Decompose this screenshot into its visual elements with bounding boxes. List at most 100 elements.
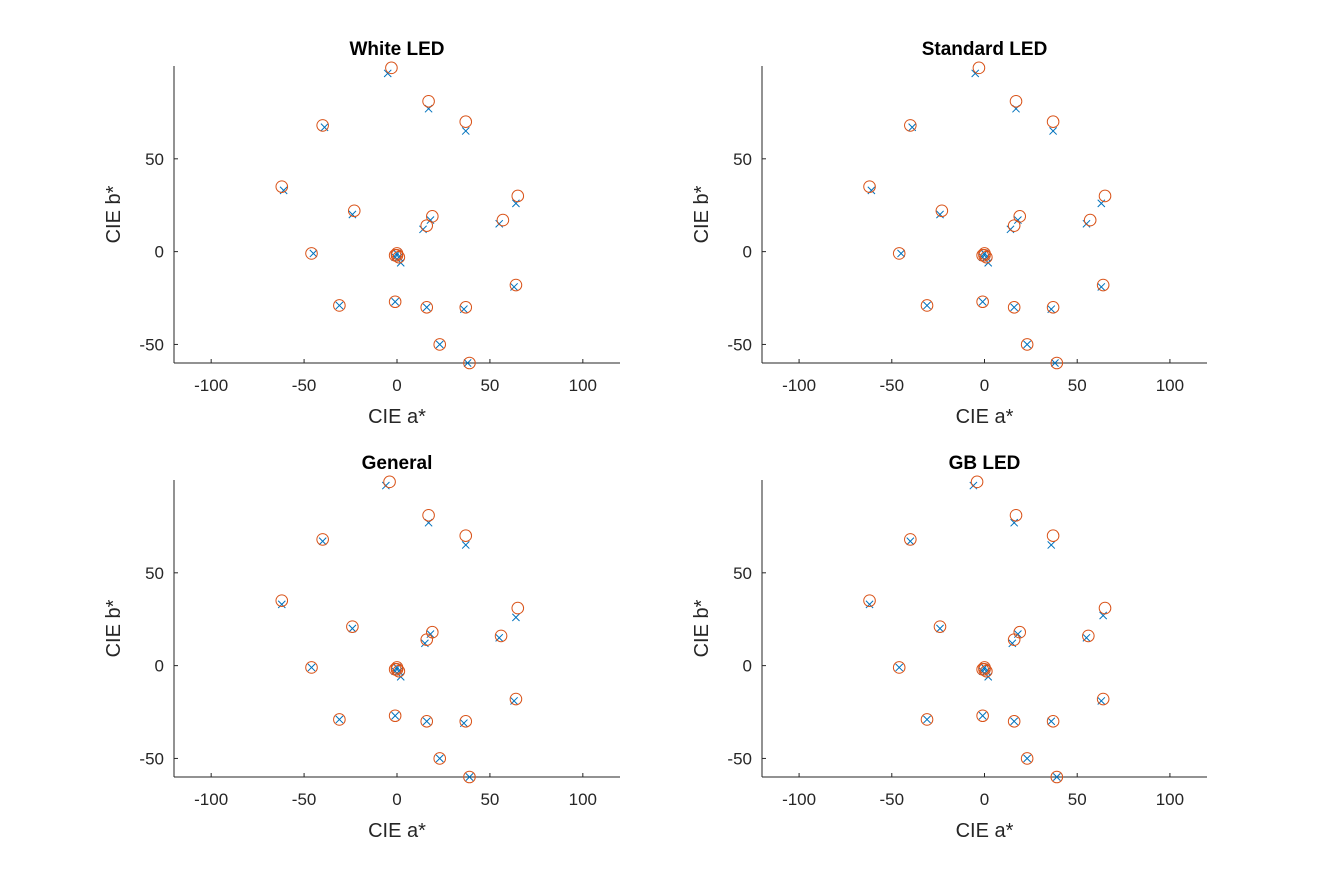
- circle-marker: [972, 61, 986, 75]
- cross-marker: [1051, 359, 1059, 367]
- circle-marker: [1046, 301, 1060, 314]
- circle-marker: [511, 601, 525, 615]
- cross-marker: [906, 537, 915, 546]
- cross-marker: [971, 69, 980, 78]
- circle-marker: [892, 661, 906, 674]
- cross-marker: [969, 481, 978, 490]
- x-axis-label: CIE a*: [368, 820, 426, 842]
- cross-marker: [865, 600, 874, 609]
- cross-marker: [277, 600, 286, 609]
- circle-marker: [275, 180, 289, 193]
- x-tick-label: 0: [980, 790, 989, 809]
- circle-marker: [347, 204, 361, 218]
- y-tick-label: 50: [733, 150, 752, 169]
- cross-marker: [383, 69, 392, 78]
- circle-marker: [1096, 692, 1110, 706]
- circle-marker: [1050, 770, 1064, 784]
- circle-marker: [333, 713, 346, 726]
- circle-marker: [305, 247, 318, 260]
- cross-marker: [335, 715, 344, 724]
- circle-marker: [863, 594, 876, 607]
- cross-marker: [511, 199, 520, 208]
- circle-marker: [935, 204, 949, 218]
- circle-marker: [976, 249, 989, 262]
- circle-marker: [509, 692, 523, 706]
- circle-marker: [385, 61, 398, 75]
- x-tick-label: -50: [880, 376, 905, 395]
- cross-marker: [348, 624, 357, 633]
- x-axis-label: CIE a*: [956, 406, 1014, 428]
- cross-marker: [422, 717, 431, 726]
- x-tick-label: 100: [1156, 376, 1184, 395]
- chart-title: Standard LED: [922, 39, 1048, 60]
- cross-marker: [1097, 199, 1106, 208]
- cross-marker: [1010, 518, 1019, 527]
- circle-marker: [459, 301, 473, 314]
- circle-marker: [422, 94, 435, 108]
- circle-marker: [511, 189, 525, 203]
- subplot-3: -100 -50 0 50 100 -50 0 50 General CIE a* CIE b*: [103, 453, 620, 842]
- circle-marker: [1009, 94, 1023, 108]
- y-tick-label: -50: [139, 749, 164, 768]
- circle-marker: [1020, 338, 1034, 351]
- circle-marker: [333, 299, 346, 312]
- circle-marker: [316, 119, 329, 132]
- cross-marker: [1010, 303, 1019, 312]
- y-tick-label: 0: [743, 243, 752, 262]
- x-tick-label: 50: [480, 376, 499, 395]
- circle-marker: [1098, 601, 1112, 615]
- circle-marker: [420, 633, 434, 646]
- x-tick-label: -50: [292, 376, 317, 395]
- y-axis-label: CIE b*: [103, 185, 125, 243]
- circle-marker: [1007, 219, 1021, 232]
- x-tick-label: 100: [1156, 790, 1184, 809]
- circle-marker: [383, 475, 396, 489]
- y-tick-label: 50: [145, 150, 164, 169]
- circle-marker: [422, 508, 435, 522]
- cross-marker: [435, 754, 444, 763]
- x-tick-label: -50: [292, 790, 317, 809]
- circle-marker: [1013, 210, 1027, 223]
- circle-marker: [1046, 715, 1060, 728]
- circle-marker: [933, 620, 947, 633]
- x-tick-label: 100: [569, 790, 597, 809]
- circle-marker: [920, 713, 934, 726]
- cross-marker: [318, 537, 327, 546]
- x-tick-label: 0: [392, 376, 401, 395]
- cross-marker: [895, 663, 904, 672]
- cross-marker: [511, 613, 520, 622]
- cross-marker: [422, 303, 431, 312]
- circle-marker: [892, 247, 906, 260]
- x-tick-label: 50: [1068, 790, 1087, 809]
- x-tick-label: 0: [392, 790, 401, 809]
- chart-title: White LED: [350, 39, 445, 60]
- circle-marker: [920, 299, 934, 312]
- chart-title: GB LED: [949, 453, 1021, 474]
- circle-marker: [1007, 633, 1021, 646]
- cross-marker: [1082, 219, 1091, 228]
- cross-marker: [1099, 611, 1108, 620]
- circle-marker: [420, 715, 434, 728]
- cross-marker: [1006, 225, 1015, 234]
- x-axis-label: CIE a*: [956, 820, 1014, 842]
- x-tick-label: -100: [194, 790, 228, 809]
- x-axis-label: CIE a*: [368, 406, 426, 428]
- cross-marker: [465, 773, 474, 781]
- circle-marker: [388, 295, 402, 309]
- x-tick-label: 0: [980, 376, 989, 395]
- x-tick-label: -100: [782, 790, 816, 809]
- circle-marker: [904, 119, 917, 132]
- circle-marker: [904, 533, 917, 546]
- y-axis-label: CIE b*: [691, 599, 713, 657]
- circle-marker: [1020, 752, 1034, 765]
- y-tick-label: -50: [727, 749, 752, 768]
- x-tick-label: -50: [880, 790, 905, 809]
- y-tick-label: 50: [145, 564, 164, 583]
- circle-marker: [420, 301, 434, 314]
- subplot-2: -100 -50 0 50 100 -50 0 50 Standard LED CIE a* CIE…: [691, 39, 1207, 428]
- circle-marker: [275, 594, 289, 607]
- circle-marker: [426, 210, 439, 223]
- y-axis-label: CIE b*: [103, 599, 125, 657]
- cross-marker: [435, 340, 444, 349]
- circle-marker: [1098, 189, 1112, 203]
